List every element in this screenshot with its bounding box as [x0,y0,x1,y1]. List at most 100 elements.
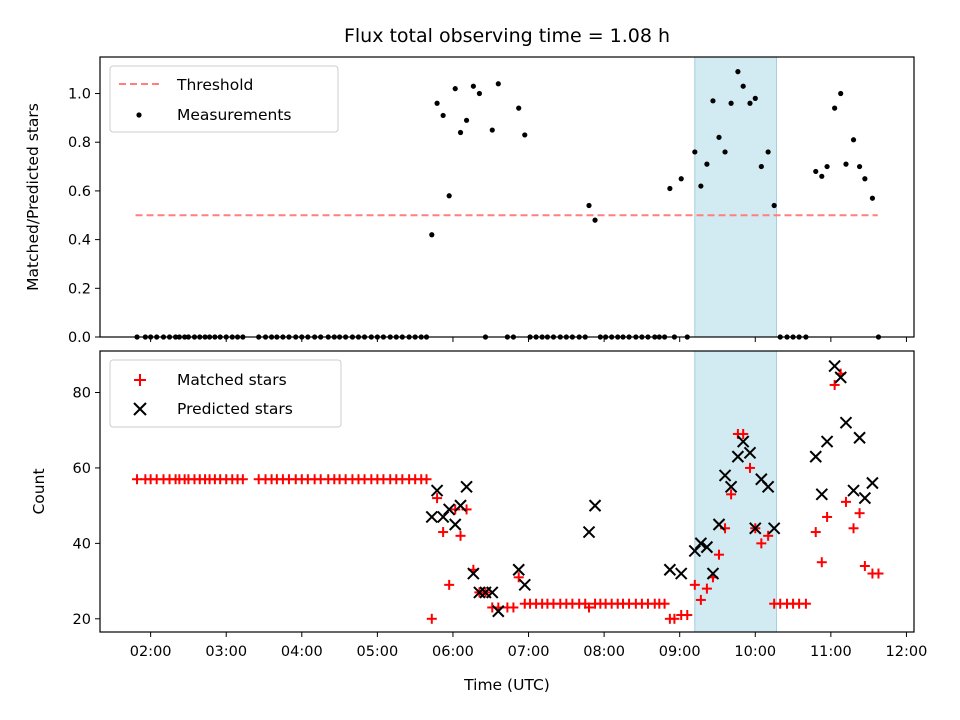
x-tick-label: 07:00 [508,644,550,660]
matched-star-point [738,428,749,439]
x-tick-label: 04:00 [281,644,323,660]
top-legend: Threshold Measurements [109,65,339,133]
x-axis-label: Time (UTC) [463,676,550,694]
matched-star-point [421,474,432,485]
measurement-point [698,183,704,189]
legend-predicted-label: Predicted stars [177,400,293,418]
measurement-point [710,98,716,104]
top-grid-ticks: 0.0 0.2 0.4 0.6 0.8 1.0 [68,87,100,346]
top-y-tick-label: 0.2 [68,281,91,297]
predicted-star-point [425,510,439,524]
measurement-point [489,127,495,133]
measurement-point [752,95,758,101]
measurement-point [452,86,458,92]
x-tick-label: 05:00 [356,644,398,660]
matched-star-point [695,594,706,605]
matched-star-point [756,538,767,549]
matched-star-point [450,504,461,515]
predicted-star-point [512,563,525,576]
predicted-star-point [518,578,531,592]
matched-star-point [438,527,449,538]
legend-measurements-swatch [136,112,142,118]
bottom-axes-frame [99,350,915,633]
predicted-star-point [694,537,708,550]
matched-star-point [859,560,870,571]
bottom-y-tick-label: 80 [73,385,91,401]
predicted-star-point [724,480,738,493]
predicted-star-point [712,518,726,531]
measurement-point [819,173,825,179]
measurement-point [516,105,522,111]
measurement-point [862,176,868,182]
matched-star-point [432,493,443,504]
measurement-point [704,161,710,167]
top-y-tick-label: 0.6 [68,184,91,200]
measurement-point [824,163,830,170]
matched-star-point [508,602,519,613]
matched-star-point [744,462,755,473]
predicted-star-point [834,371,847,384]
measurement-point [429,232,435,238]
matched-star-point [822,511,833,522]
measurement-point [692,149,698,155]
measurement-point [728,100,734,106]
bottom-grid-ticks: 20 40 60 80 [73,385,100,628]
predicted-star-point [809,450,822,463]
matched-star-point [810,527,821,538]
measurement-point [765,149,771,155]
measurement-point [740,83,746,89]
predicted-star-point [442,503,456,516]
matched-star-point [584,602,595,613]
predicted-star-point [588,499,602,512]
predicted-star-point [706,567,720,580]
measurement-point [832,105,838,111]
matched-star-point [682,610,693,621]
measurement-point [838,90,844,97]
x-tick-label: 10:00 [734,644,776,660]
legend-measurements-label: Measurements [177,106,292,124]
x-tick-label: 09:00 [659,644,701,660]
measurement-point [434,100,440,106]
top-panel: 0.0 0.2 0.4 0.6 0.8 1.0 Matched/Predicted sta… [24,56,915,346]
measurement-point [843,161,849,167]
predicted-star-point [436,510,450,524]
matched-star-point [800,598,811,609]
measurement-point [476,90,483,97]
measurement-point [716,134,722,140]
measurement-point [850,137,857,143]
bottom-legend: Matched stars Predicted stars [109,359,342,428]
matched-star-point [426,613,437,624]
predicted-star-point [430,484,444,497]
measurement-point [470,83,476,89]
x-tick-label: 02:00 [130,644,172,660]
legend-threshold-label: Threshold [176,76,253,94]
predicted-star-point [866,476,879,490]
predicted-star-point [675,567,688,580]
legend-matched-swatch [134,374,146,386]
predicted-stars-series [425,359,879,618]
matched-star-point [444,579,455,590]
predicted-star-point [718,469,732,482]
matched-star-point [829,379,840,390]
legend-matched-label: Matched stars [177,371,287,389]
bottom-legend-box [109,359,342,428]
measurement-point [440,112,446,119]
predicted-star-point [460,480,473,493]
measurement-point [869,195,876,201]
top-y-tick-label: 0.0 [68,330,91,346]
predicted-star-point [847,484,860,497]
predicted-star-point [736,435,750,448]
matched-star-point [659,598,670,609]
matched-star-point [840,496,851,507]
x-tick-label: 11:00 [810,644,852,660]
measurement-point [667,185,673,192]
matched-star-point [726,489,737,500]
bottom-y-tick-label: 60 [73,461,91,477]
predicted-star-point [582,525,596,539]
x-tick-label: 06:00 [432,644,474,660]
measurement-point [522,132,528,138]
bottom-y-tick-label: 20 [73,612,91,628]
top-y-tick-label: 0.8 [68,135,91,151]
measurement-point [771,202,777,209]
